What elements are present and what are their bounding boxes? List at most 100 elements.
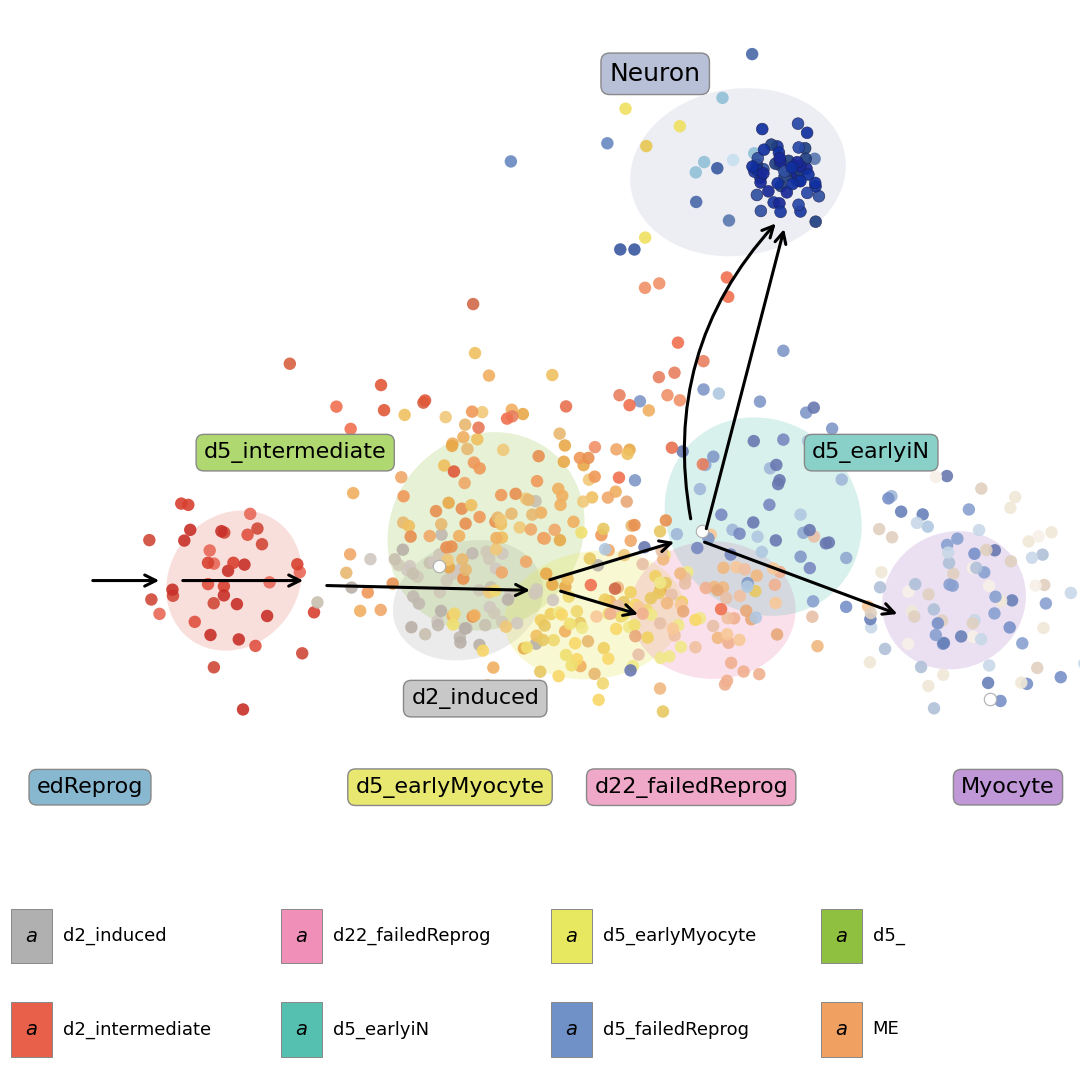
Point	[768, 456, 785, 473]
Text: a: a	[295, 1020, 308, 1039]
Point	[987, 589, 1004, 606]
Point	[792, 162, 809, 179]
Point	[748, 187, 766, 204]
Point	[205, 555, 222, 572]
Point	[530, 447, 548, 464]
Point	[517, 553, 535, 570]
Point	[596, 541, 613, 558]
Point	[643, 606, 660, 623]
Point	[476, 617, 494, 634]
Point	[580, 449, 597, 467]
Point	[977, 541, 995, 558]
Point	[941, 576, 958, 593]
Point	[772, 177, 789, 194]
Point	[463, 403, 481, 420]
Point	[767, 594, 784, 611]
Point	[694, 352, 712, 369]
Point	[586, 438, 604, 456]
Point	[705, 579, 723, 596]
Point	[474, 404, 491, 421]
Point	[971, 522, 988, 539]
Point	[738, 603, 755, 620]
Point	[410, 595, 428, 612]
Point	[1027, 577, 1044, 594]
Point	[622, 532, 639, 550]
Point	[608, 441, 625, 458]
Point	[663, 440, 680, 457]
Point	[798, 185, 815, 202]
Point	[653, 542, 671, 559]
Point	[471, 636, 488, 653]
Point	[498, 410, 515, 428]
Point	[586, 468, 604, 485]
Point	[454, 551, 471, 568]
Point	[731, 525, 748, 542]
Point	[861, 653, 878, 671]
Point	[903, 603, 920, 620]
Point	[627, 596, 645, 613]
Point	[575, 457, 592, 474]
Point	[935, 634, 953, 651]
Point	[402, 528, 419, 545]
Point	[800, 166, 818, 184]
Point	[906, 576, 923, 593]
Point	[455, 429, 472, 446]
Point	[892, 449, 909, 467]
Point	[478, 677, 496, 694]
Point	[797, 139, 814, 157]
Point	[625, 241, 643, 258]
Point	[766, 577, 783, 594]
Text: d5_earlyMyocyte: d5_earlyMyocyte	[355, 777, 544, 798]
Point	[595, 521, 612, 538]
Point	[806, 528, 823, 545]
Point	[531, 663, 549, 680]
Point	[622, 583, 639, 600]
Point	[746, 582, 764, 599]
Point	[981, 578, 998, 595]
Point	[678, 564, 696, 581]
Point	[636, 279, 653, 296]
Point	[1036, 577, 1053, 594]
Point	[261, 573, 279, 591]
Point	[928, 468, 945, 485]
Point	[720, 212, 738, 229]
Point	[640, 402, 658, 419]
Point	[1037, 595, 1054, 612]
Point	[798, 160, 815, 177]
Point	[823, 420, 840, 437]
Point	[688, 193, 705, 211]
Point	[797, 150, 814, 167]
Point	[451, 634, 469, 651]
Point	[745, 432, 762, 449]
Point	[882, 487, 900, 504]
Point	[478, 543, 496, 561]
Point	[507, 485, 524, 502]
Point	[862, 605, 879, 622]
Point	[1052, 669, 1069, 686]
Point	[599, 650, 617, 667]
Point	[731, 588, 748, 605]
Point	[772, 152, 789, 170]
Point	[805, 593, 822, 610]
Point	[593, 526, 610, 543]
Point	[673, 638, 690, 656]
Point	[873, 564, 890, 581]
Point	[396, 406, 414, 423]
Point	[443, 566, 460, 583]
Point	[462, 497, 480, 514]
Point	[281, 355, 298, 373]
Point	[164, 581, 181, 598]
Point	[441, 558, 458, 576]
Point	[673, 596, 690, 613]
Point	[747, 609, 765, 626]
Point	[450, 527, 468, 544]
Point	[511, 518, 528, 536]
Point	[503, 408, 521, 426]
Point	[691, 610, 708, 627]
Point	[457, 562, 474, 579]
FancyBboxPatch shape	[281, 1002, 322, 1056]
Text: d5_: d5_	[873, 927, 905, 945]
Point	[964, 629, 982, 646]
Point	[553, 606, 570, 623]
Text: a: a	[25, 927, 38, 946]
